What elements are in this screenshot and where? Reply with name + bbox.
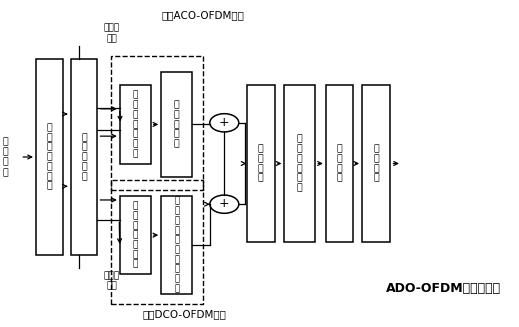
- Bar: [362, 85, 390, 242]
- Bar: [111, 180, 203, 303]
- Bar: [284, 85, 316, 242]
- Bar: [111, 56, 203, 190]
- Text: 插
入
导
频: 插 入 导 频: [258, 145, 264, 182]
- Bar: [120, 85, 151, 164]
- Text: 非
对
称
限
幅: 非 对 称 限 幅: [174, 100, 180, 148]
- Bar: [247, 85, 275, 242]
- Text: +: +: [219, 116, 229, 129]
- Text: 生成ACO-OFDM信号: 生成ACO-OFDM信号: [161, 10, 244, 20]
- Text: 串
并
转
换
和
映
射: 串 并 转 换 和 映 射: [47, 123, 52, 191]
- Text: 逆
里
叶
速
傅
变
换: 逆 里 叶 速 傅 变 换: [132, 201, 138, 269]
- Text: 光
调
制
器: 光 调 制 器: [373, 145, 379, 182]
- Bar: [120, 196, 151, 274]
- Text: 偶数子
载波: 偶数子 载波: [104, 271, 120, 290]
- Bar: [161, 196, 192, 294]
- Text: 加
直
流
偏
置
和
限
幅
校
正: 加 直 流 偏 置 和 限 幅 校 正: [174, 197, 179, 293]
- Bar: [36, 59, 63, 255]
- Text: 逆
里
叶
速
傅
变
换: 逆 里 叶 速 傅 变 换: [132, 91, 138, 158]
- Text: 生成DCO-OFDM信号: 生成DCO-OFDM信号: [143, 309, 226, 319]
- Text: 奇数子
载波: 奇数子 载波: [104, 24, 120, 43]
- Text: 串
行
数
据: 串 行 数 据: [3, 137, 9, 177]
- Text: +: +: [219, 197, 229, 210]
- Bar: [161, 72, 192, 177]
- Text: ADO-OFDM系统发射端: ADO-OFDM系统发射端: [386, 282, 501, 295]
- Text: 厄
米
特
对
称: 厄 米 特 对 称: [81, 133, 87, 181]
- Text: 并
串
转
换: 并 串 转 换: [336, 145, 342, 182]
- Text: 插
入
循
环
前
缀: 插 入 循 环 前 缀: [297, 135, 303, 192]
- Bar: [71, 59, 98, 255]
- Bar: [326, 85, 353, 242]
